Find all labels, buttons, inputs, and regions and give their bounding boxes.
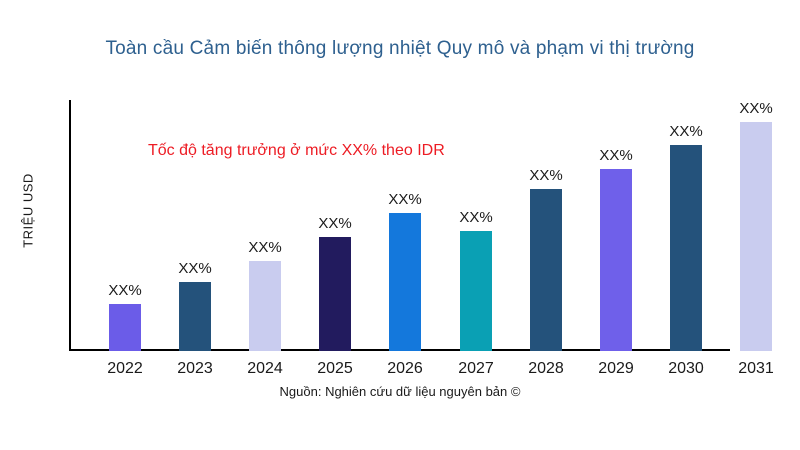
bar-value-label-2022: XX% [108,282,142,299]
chart-title: Toàn cầu Cảm biến thông lượng nhiệt Quy … [105,38,695,59]
bar-value-label-2023: XX% [178,260,212,277]
bar-value-label-2027: XX% [459,209,493,226]
bar-value-label-2025: XX% [318,215,352,232]
x-tick-label-2029: 2029 [598,360,634,377]
bar-value-label-2030: XX% [669,123,703,140]
bar-2022: XX% 2022 [107,282,143,377]
bar-2029: XX% 2029 [598,147,634,377]
bar-value-label-2029: XX% [599,147,633,164]
bar-2025: XX% 2025 [317,215,353,377]
bar-2024: XX% 2024 [247,239,283,377]
bar-value-label-2024: XX% [248,239,282,256]
bar-2023: XX% 2023 [177,260,213,377]
x-tick-label-2030: 2030 [668,360,704,377]
x-tick-label-2024: 2024 [247,360,283,377]
bar-2026: XX% 2026 [387,191,423,377]
x-tick-label-2028: 2028 [528,360,564,377]
bar-value-label-2028: XX% [529,167,563,184]
y-axis-line [69,100,71,351]
x-tick-label-2027: 2027 [458,360,494,377]
x-tick-label-2026: 2026 [387,360,423,377]
x-tick-label-2025: 2025 [317,360,353,377]
source-note: Nguồn: Nghiên cứu dữ liệu nguyên bản © [279,384,521,399]
bar-value-label-2026: XX% [388,191,422,208]
bar-2030: XX% 2030 [668,123,704,377]
bar-2027: XX% 2027 [458,209,494,377]
x-tick-label-2031: 2031 [738,360,774,377]
growth-rate-annotation: Tốc độ tăng trưởng ở mức XX% theo IDR [148,142,445,159]
x-tick-label-2023: 2023 [177,360,213,377]
bar-value-label-2031: XX% [739,100,773,117]
bar-2031: XX% 2031 [738,100,774,377]
bar-2028: XX% 2028 [528,167,564,377]
x-tick-label-2022: 2022 [107,360,143,377]
